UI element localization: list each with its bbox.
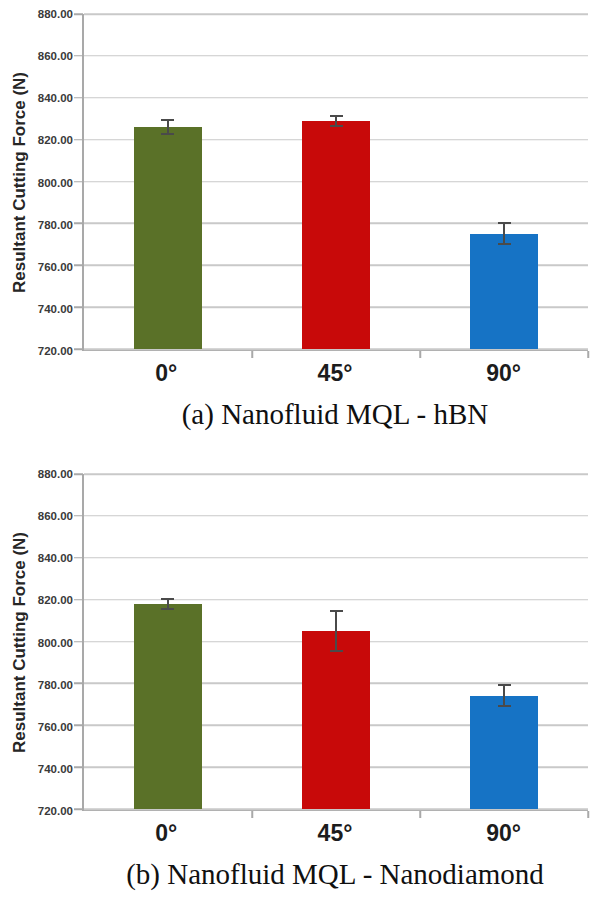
gridline xyxy=(84,557,588,559)
x-category-label: 90° xyxy=(486,360,521,387)
x-axis-labels: 0° 45° 90° xyxy=(82,360,588,392)
bar-90° xyxy=(470,696,538,809)
y-tick-mark xyxy=(74,473,83,475)
chart-caption: (b) Nanofluid MQL - Nanodiamond xyxy=(82,858,588,891)
x-category-label: 45° xyxy=(318,360,353,387)
y-tick-label: 760.00 xyxy=(38,261,73,273)
y-tick-mark xyxy=(74,181,83,183)
x-axis-labels: 0° 45° 90° xyxy=(82,820,588,852)
gridline xyxy=(84,13,588,15)
error-bar-90° xyxy=(498,684,511,707)
error-bar-0° xyxy=(161,598,174,611)
bar-0° xyxy=(134,127,202,349)
y-tick-label: 740.00 xyxy=(38,303,73,315)
chart-caption: (a) Nanofluid MQL - hBN xyxy=(82,398,588,431)
y-tick-mark xyxy=(74,55,83,57)
gridline xyxy=(84,515,588,517)
y-tick-mark xyxy=(74,599,83,601)
y-axis-labels: 880.00860.00840.00820.00800.00780.00760.… xyxy=(0,474,73,811)
gridline xyxy=(84,599,588,601)
bar-45° xyxy=(302,631,370,809)
y-tick-label: 860.00 xyxy=(38,50,73,62)
plot-area xyxy=(82,14,588,351)
x-tick-mark xyxy=(419,351,421,358)
y-tick-label: 720.00 xyxy=(38,345,73,357)
plot-area xyxy=(82,474,588,811)
chart-nanodiamond: Resultant Cutting Force (N) 880.00860.00… xyxy=(0,460,604,912)
y-tick-mark xyxy=(74,139,83,141)
y-tick-mark xyxy=(74,641,83,643)
y-tick-mark xyxy=(74,766,83,768)
y-tick-label: 800.00 xyxy=(38,637,73,649)
x-category-label: 0° xyxy=(155,360,177,387)
error-bar-90° xyxy=(498,222,511,245)
y-tick-label: 780.00 xyxy=(38,679,73,691)
error-bar-45° xyxy=(330,115,343,128)
y-tick-mark xyxy=(74,348,83,350)
x-tick-mark xyxy=(251,351,253,358)
y-tick-mark xyxy=(74,97,83,99)
y-axis-labels: 880.00860.00840.00820.00800.00780.00760.… xyxy=(0,14,73,351)
gridline xyxy=(84,55,588,57)
y-tick-mark xyxy=(74,808,83,810)
x-tick-mark xyxy=(587,351,589,358)
y-tick-mark xyxy=(74,557,83,559)
x-category-label: 45° xyxy=(318,820,353,847)
y-tick-mark xyxy=(74,223,83,225)
y-tick-mark xyxy=(74,725,83,727)
y-tick-mark xyxy=(74,13,83,15)
y-tick-mark xyxy=(74,306,83,308)
y-tick-label: 760.00 xyxy=(38,721,73,733)
y-tick-mark xyxy=(74,265,83,267)
y-tick-label: 880.00 xyxy=(38,8,73,20)
error-bar-45° xyxy=(330,610,343,652)
y-tick-label: 740.00 xyxy=(38,763,73,775)
y-tick-label: 800.00 xyxy=(38,177,73,189)
x-category-label: 90° xyxy=(486,820,521,847)
x-tick-mark xyxy=(251,811,253,818)
bar-45° xyxy=(302,121,370,349)
y-tick-mark xyxy=(74,515,83,517)
chart-hbn: Resultant Cutting Force (N) 880.00860.00… xyxy=(0,0,604,456)
y-tick-mark xyxy=(74,683,83,685)
x-category-label: 0° xyxy=(155,820,177,847)
gridline xyxy=(84,473,588,475)
x-tick-mark xyxy=(419,811,421,818)
y-tick-label: 840.00 xyxy=(38,552,73,564)
y-tick-label: 820.00 xyxy=(38,594,73,606)
y-tick-label: 780.00 xyxy=(38,219,73,231)
bar-0° xyxy=(134,604,202,809)
bar-90° xyxy=(470,234,538,349)
y-tick-label: 820.00 xyxy=(38,134,73,146)
x-tick-mark xyxy=(587,811,589,818)
y-tick-label: 860.00 xyxy=(38,510,73,522)
gridline xyxy=(84,97,588,99)
error-bar-0° xyxy=(161,119,174,136)
y-tick-label: 720.00 xyxy=(38,805,73,817)
y-tick-label: 840.00 xyxy=(38,92,73,104)
y-tick-label: 880.00 xyxy=(38,468,73,480)
